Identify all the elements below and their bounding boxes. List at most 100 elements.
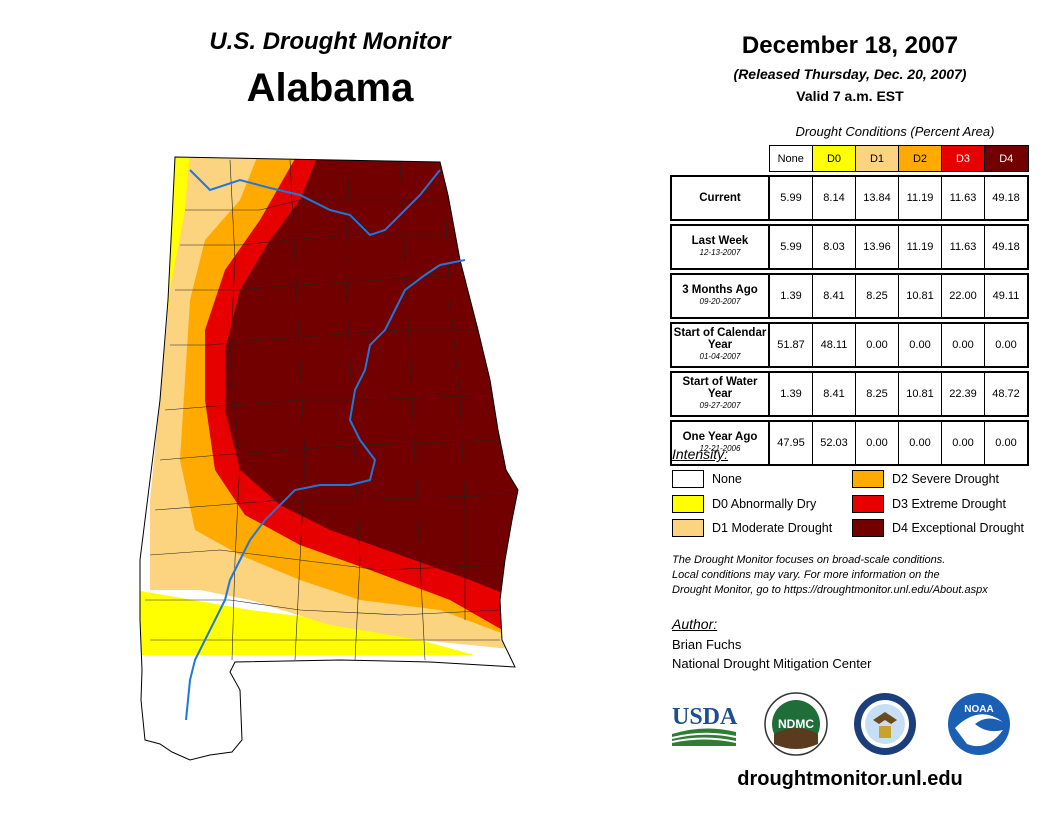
usda-logo-text: USDA [672,704,738,730]
note-line: The Drought Monitor focuses on broad-sca… [672,554,946,566]
row-date: 09-27-2007 [699,401,741,410]
county-lines [145,159,511,661]
table-row: Start of Calendar Year 01-04-2007 51.87 48.… [670,322,1029,368]
row-label-text: One Year Ago [682,431,758,443]
table-cell: 1.39 [768,371,813,417]
product-title: U.S. Drought Monitor [209,28,451,55]
table-cell: 0.00 [941,322,985,368]
table-row: 3 Months Ago 09-20-2007 1.39 8.41 8.25 10.81 2… [670,273,1029,319]
row-date: 12-13-2007 [699,248,741,257]
table-cell: 8.14 [812,175,856,221]
noaa-logo: NOAA [948,693,1010,755]
table-cell: 11.19 [898,175,942,221]
legend-swatch [672,495,704,513]
legend-label: D4 Exceptional Drought [892,521,1025,535]
table-row: Current 5.99 8.14 13.84 11.19 11.63 49.18 [670,175,1029,221]
table-cell: 1.39 [768,273,813,319]
row-date: 09-20-2007 [699,297,741,306]
table-cell: 49.18 [984,175,1029,221]
row-label: One Year Ago 12-21-2006 [670,420,770,466]
table-cell: 0.00 [898,420,942,466]
legend-item-d0: D0 Abnormally Dry [672,495,816,513]
rivers [185,169,466,721]
table-cell: 8.25 [855,371,899,417]
table-cell: 10.81 [898,273,942,319]
table-caption: Drought Conditions (Percent Area) [795,124,995,139]
table-cell: 11.63 [941,224,985,270]
release-date: (Released Thursday, Dec. 20, 2007) [733,66,967,82]
column-header-d2: D2 [898,145,942,172]
alabama-river [185,259,466,721]
table-cell: 0.00 [855,420,899,466]
table-cell: 48.11 [812,322,856,368]
table-corner [671,146,769,172]
table-cell: 5.99 [768,175,813,221]
disclaimer-note: The Drought Monitor focuses on broad-sca… [672,553,1042,598]
valid-time: Valid 7 a.m. EST [796,88,904,104]
row-label: Start of Water Year 09-27-2007 [670,371,770,417]
author-organization: National Drought Mitigation Center [672,656,872,671]
table-cell: 52.03 [812,420,856,466]
legend-swatch [852,495,884,513]
website-link[interactable]: droughtmonitor.unl.edu [737,768,963,790]
commerce-seal-logo [854,693,916,755]
table-cell: 8.41 [812,371,856,417]
row-label: Start of Calendar Year 01-04-2007 [670,322,770,368]
row-date: 12-21-2006 [699,444,741,453]
usda-field-icon [672,728,736,746]
row-label: 3 Months Ago 09-20-2007 [670,273,770,319]
row-label: Current [670,175,770,221]
table-cell: 8.03 [812,224,856,270]
table-cell: 11.63 [941,175,985,221]
row-label: Last Week 12-13-2007 [670,224,770,270]
table-cell: 48.72 [984,371,1029,417]
usda-logo: USDA [671,704,738,746]
legend-item-d3: D3 Extreme Drought [852,495,1006,513]
ndmc-logo: NDMC [764,692,828,756]
table-cell: 47.95 [768,420,813,466]
table-cell: 0.00 [984,420,1029,466]
table-cell: 22.39 [941,371,985,417]
row-label-text: Last Week [691,235,749,247]
table-cell: 0.00 [941,420,985,466]
column-header-d0: D0 [812,145,856,172]
column-header-d4: D4 [984,145,1029,172]
table-cell: 8.25 [855,273,899,319]
column-header-d3: D3 [941,145,985,172]
table-cell: 13.84 [855,175,899,221]
note-line: Local conditions may vary. For more info… [672,569,940,581]
d4-area [225,157,518,600]
legend-label: D3 Extreme Drought [892,497,1006,511]
column-header-d1: D1 [855,145,899,172]
table-cell: 0.00 [855,322,899,368]
state-outline [139,156,519,761]
table-cell: 49.18 [984,224,1029,270]
legend-label: None [712,472,742,486]
legend-label: D2 Severe Drought [892,472,1000,486]
legend-swatch [852,519,884,537]
alabama-drought-map [139,156,519,761]
legend-item-none: None [672,470,742,488]
noaa-logo-text: NOAA [964,704,993,715]
legend-item-d4: D4 Exceptional Drought [852,519,1024,537]
note-line[interactable]: Drought Monitor, go to https://droughtmo… [672,584,988,596]
table-cell: 49.11 [984,273,1029,319]
table-row: Last Week 12-13-2007 5.99 8.03 13.96 11.19 11.… [670,224,1029,270]
table-cell: 51.87 [768,322,813,368]
table-row: Start of Water Year 09-27-2007 1.39 8.41 8.2… [670,371,1029,417]
legend-label: D1 Moderate Drought [712,521,833,535]
table-cell: 0.00 [898,322,942,368]
table-cell: 22.00 [941,273,985,319]
table-cell: 0.00 [984,322,1029,368]
drought-conditions-table: None D0 D1 D2 D3 D4 Current 5.99 8.14 13.84 11.19 1… [670,145,1029,466]
legend-item-d2: D2 Severe Drought [852,470,999,488]
legend-label: D0 Abnormally Dry [712,497,817,511]
row-label-text: Start of Water Year [682,376,758,400]
legend-swatch [672,470,704,488]
legend-title: Intensity: [672,446,729,462]
table-cell: 11.19 [898,224,942,270]
row-label-text: 3 Months Ago [682,284,758,296]
table-cell: 5.99 [768,224,813,270]
author-name: Brian Fuchs [672,637,742,652]
table-cell: 13.96 [855,224,899,270]
